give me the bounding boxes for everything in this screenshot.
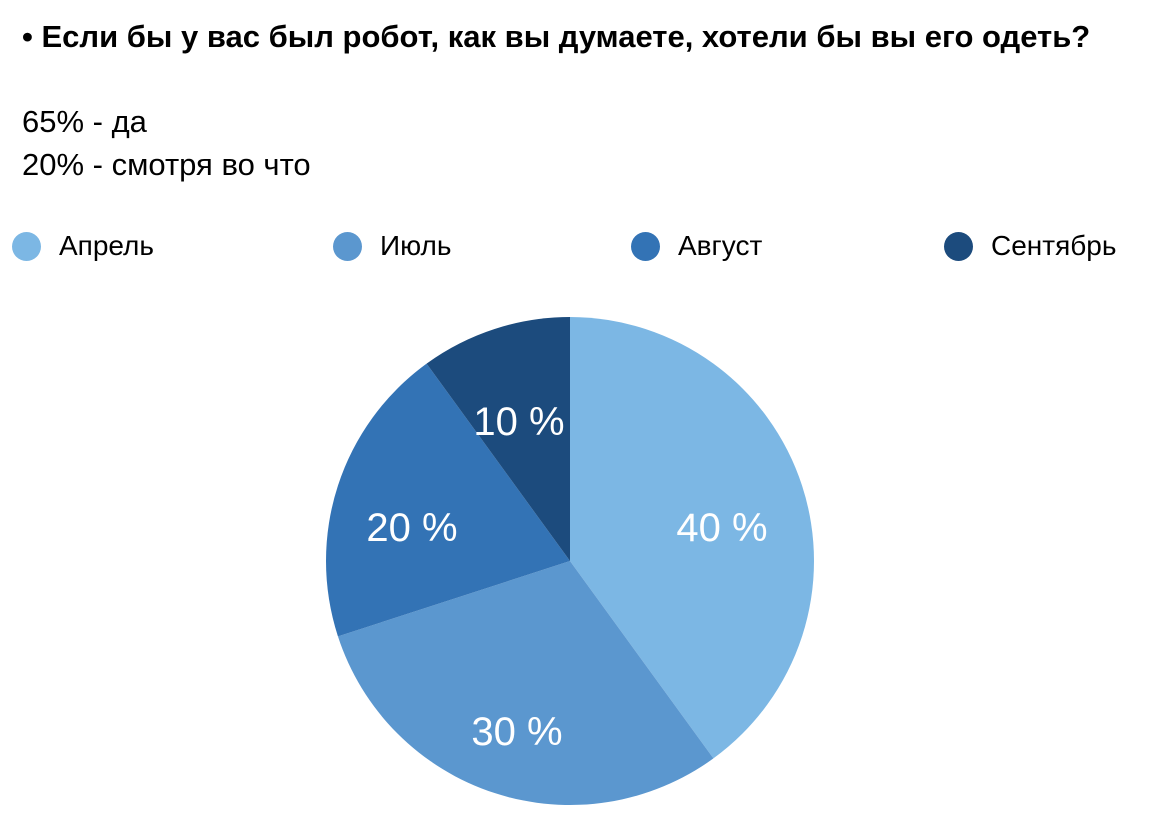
legend-item-july: Июль: [333, 226, 451, 266]
legend-item-august: Август: [631, 226, 762, 266]
pie-slices: [326, 317, 814, 805]
pie-slice-july: [337, 561, 714, 805]
legend-label-august: Август: [678, 230, 763, 261]
legend-item-september: Сентябрь: [944, 226, 1116, 266]
legend-swatch-september: [944, 231, 973, 261]
question-text: • Если бы у вас был робот, как вы думает…: [22, 19, 1091, 54]
legend-label-july: Июль: [380, 230, 452, 261]
pie-label-september: 10 %: [473, 400, 564, 444]
answer-yes: 65% - да: [22, 104, 147, 139]
legend-item-april: Апрель: [12, 226, 154, 266]
legend-swatch-april: [12, 231, 41, 261]
legend-label-september: Сентябрь: [991, 230, 1117, 261]
legend-swatch-july: [333, 231, 362, 261]
legend-label-april: Апрель: [59, 230, 154, 261]
pie-slice-august: [326, 363, 570, 637]
pie-slice-april: [570, 317, 814, 759]
pie-label-april: 40 %: [676, 506, 767, 550]
pie-label-august: 20 %: [366, 506, 457, 550]
answer-depends: 20% - смотря во что: [22, 147, 311, 182]
pie-labels: 40 % 30 % 20 % 10 %: [366, 400, 767, 754]
pie-label-july: 30 %: [471, 710, 562, 754]
legend-swatch-august: [631, 231, 660, 261]
pie-slice-september: [426, 317, 570, 561]
